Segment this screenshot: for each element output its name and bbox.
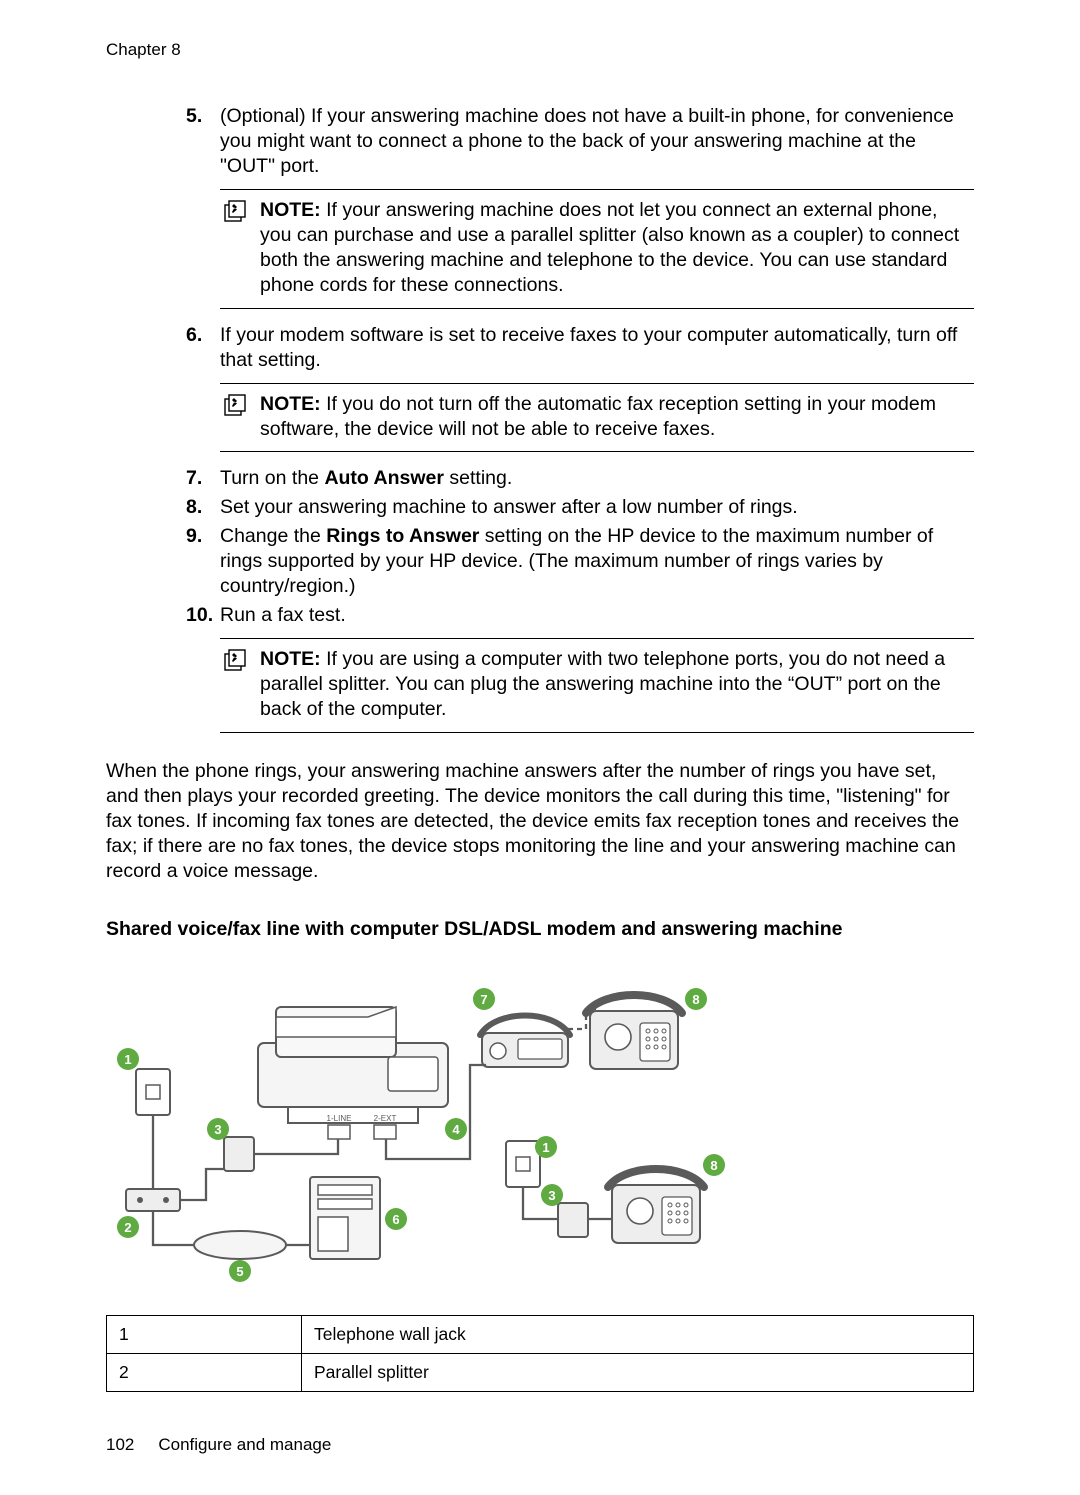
step-number: 9.	[186, 524, 220, 599]
step-bold: Auto Answer	[324, 467, 444, 489]
step-number: 5.	[186, 104, 220, 319]
step-text: (Optional) If your answering machine doe…	[220, 105, 954, 177]
callout-8: 8	[692, 992, 699, 1007]
callout-4: 4	[452, 1122, 460, 1137]
port-label-2ext: 2-EXT	[374, 1114, 397, 1123]
legend-num: 2	[107, 1353, 302, 1391]
callout-5: 5	[236, 1264, 243, 1279]
note-text: If you are using a computer with two tel…	[260, 648, 945, 720]
callout-3b: 3	[548, 1188, 555, 1203]
step-9: 9. Change the Rings to Answer setting on…	[186, 524, 974, 599]
page: Chapter 8 5. (Optional) If your answerin…	[0, 0, 1080, 1495]
step-pre: Change the	[220, 525, 326, 547]
section-heading: Shared voice/fax line with computer DSL/…	[106, 918, 974, 941]
callout-7: 7	[480, 992, 487, 1007]
note-icon	[220, 649, 250, 673]
note-icon	[220, 200, 250, 224]
note-icon	[220, 394, 250, 418]
callout-2: 2	[124, 1220, 131, 1235]
step-8: 8. Set your answering machine to answer …	[186, 495, 974, 520]
step-pre: Turn on the	[220, 467, 324, 489]
ordered-steps: 5. (Optional) If your answering machine …	[186, 104, 974, 743]
callout-1: 1	[124, 1052, 131, 1067]
step-text: Run a fax test.	[220, 604, 346, 626]
step-body: Change the Rings to Answer setting on th…	[220, 524, 974, 599]
note-label: NOTE:	[260, 393, 321, 415]
step-number: 7.	[186, 466, 220, 491]
step-body: Run a fax test. NOTE: If you are using a…	[220, 603, 974, 743]
step-7: 7. Turn on the Auto Answer setting.	[186, 466, 974, 491]
step-number: 6.	[186, 323, 220, 463]
step-text: Set your answering machine to answer aft…	[220, 496, 798, 518]
page-number: 102	[106, 1435, 134, 1455]
step-text: If your modem software is set to receive…	[220, 324, 957, 371]
legend-table: 1 Telephone wall jack 2 Parallel splitte…	[106, 1315, 974, 1392]
step-body: If your modem software is set to receive…	[220, 323, 974, 463]
step-10: 10. Run a fax test. NOTE: If you are usi…	[186, 603, 974, 743]
footer-title: Configure and manage	[158, 1435, 331, 1454]
legend-num: 1	[107, 1315, 302, 1353]
connection-diagram: 1 2 3 5 6 1-LINE	[106, 969, 746, 1289]
step-body: Set your answering machine to answer aft…	[220, 495, 974, 520]
step-5: 5. (Optional) If your answering machine …	[186, 104, 974, 319]
step-number: 10.	[186, 603, 220, 743]
note-label: NOTE:	[260, 648, 321, 670]
step-6: 6. If your modem software is set to rece…	[186, 323, 974, 463]
note-box: NOTE: If you are using a computer with t…	[220, 638, 974, 733]
step-body: Turn on the Auto Answer setting.	[220, 466, 974, 491]
note-box: NOTE: If you do not turn off the automat…	[220, 383, 974, 453]
note-text: If your answering machine does not let y…	[260, 199, 959, 296]
summary-paragraph: When the phone rings, your answering mac…	[106, 759, 974, 884]
step-number: 8.	[186, 495, 220, 520]
callout-1b: 1	[542, 1140, 549, 1155]
table-row: 2 Parallel splitter	[107, 1353, 974, 1391]
step-bold: Rings to Answer	[326, 525, 479, 547]
note-box: NOTE: If your answering machine does not…	[220, 189, 974, 309]
note-label: NOTE:	[260, 199, 321, 221]
port-label-1line: 1-LINE	[327, 1114, 352, 1123]
legend-label: Parallel splitter	[302, 1353, 974, 1391]
step-post: setting.	[444, 467, 512, 489]
step-body: (Optional) If your answering machine doe…	[220, 104, 974, 319]
callout-6: 6	[392, 1212, 399, 1227]
callout-8b: 8	[710, 1158, 717, 1173]
callout-3: 3	[214, 1122, 221, 1137]
legend-label: Telephone wall jack	[302, 1315, 974, 1353]
chapter-label: Chapter 8	[106, 40, 974, 60]
table-row: 1 Telephone wall jack	[107, 1315, 974, 1353]
page-footer: 102 Configure and manage	[106, 1435, 331, 1455]
note-text: If you do not turn off the automatic fax…	[260, 393, 936, 440]
